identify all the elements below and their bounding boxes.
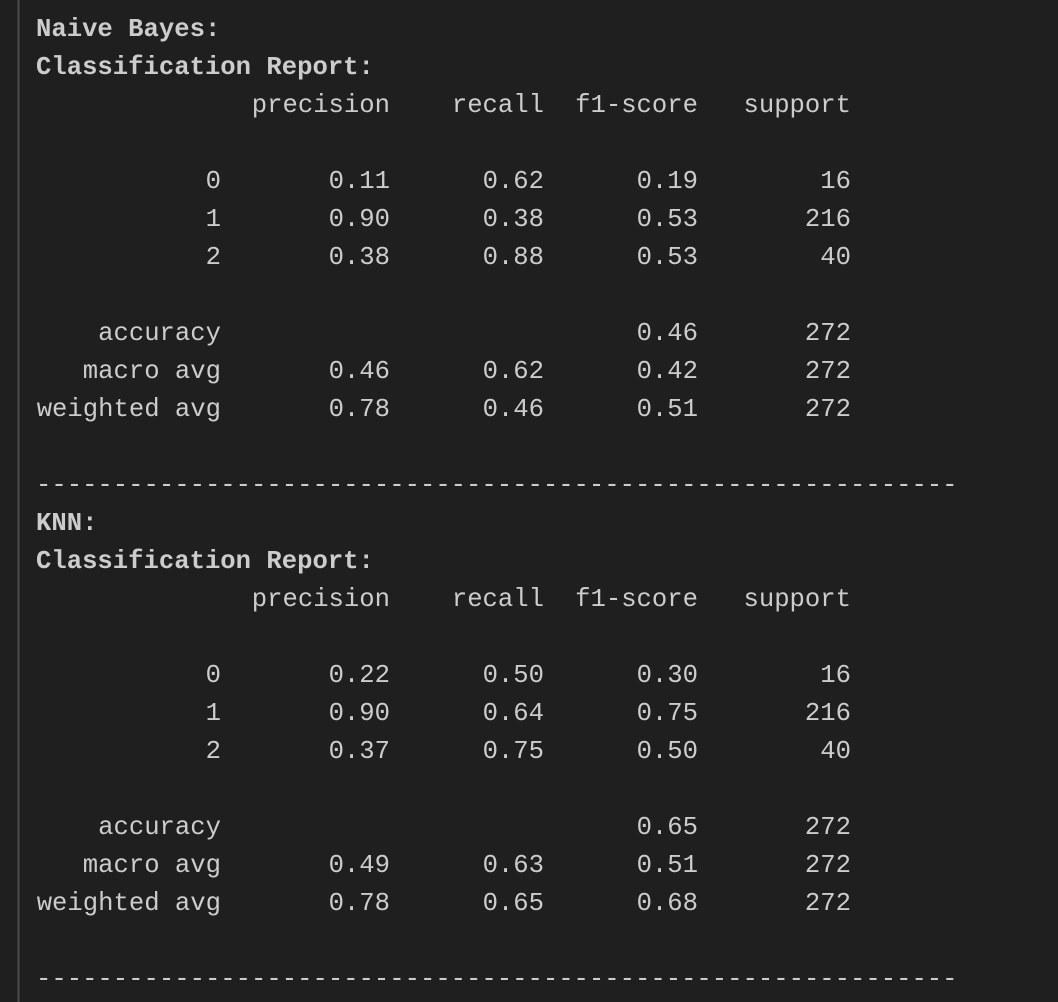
separator: ----------------------------------------… <box>36 965 958 994</box>
cell-value: 272 <box>805 319 851 348</box>
row-label: 2 <box>206 243 221 272</box>
cell-value: 0.64 <box>483 699 544 728</box>
cell-value: 0.51 <box>637 851 698 880</box>
cell-value: 272 <box>805 889 851 918</box>
cell-value: 0.50 <box>483 661 544 690</box>
cell-value: 0.68 <box>637 889 698 918</box>
separator: ----------------------------------------… <box>36 471 958 500</box>
cell-value: 0.62 <box>483 167 544 196</box>
cell-value: 0.88 <box>483 243 544 272</box>
cell-value: 0.65 <box>637 813 698 842</box>
model-title: KNN: <box>36 509 97 538</box>
cell-value: 0.90 <box>329 699 390 728</box>
cell-value: 272 <box>805 813 851 842</box>
cell-value: 0.51 <box>637 395 698 424</box>
column-header: recall <box>452 585 544 614</box>
cell-value: 0.53 <box>637 205 698 234</box>
model-title: Naive Bayes: <box>36 15 220 44</box>
cell-value: 0.19 <box>637 167 698 196</box>
row-label: macro avg <box>83 357 221 386</box>
cell-value: 0.42 <box>637 357 698 386</box>
report-heading: Classification Report: <box>36 547 374 576</box>
row-label: 0 <box>206 167 221 196</box>
row-label: 1 <box>206 699 221 728</box>
column-header: f1-score <box>575 585 698 614</box>
cell-value: 0.65 <box>483 889 544 918</box>
row-label: accuracy <box>98 319 221 348</box>
cell-value: 0.22 <box>329 661 390 690</box>
cell-value: 272 <box>805 395 851 424</box>
report-heading: Classification Report: <box>36 53 374 82</box>
cell-value: 0.90 <box>329 205 390 234</box>
cell-value: 0.46 <box>637 319 698 348</box>
cell-value: 0.78 <box>329 889 390 918</box>
column-header: precision <box>252 585 390 614</box>
cell-value: 0.37 <box>329 737 390 766</box>
row-label: 2 <box>206 737 221 766</box>
cell-value: 0.53 <box>637 243 698 272</box>
cell-value: 40 <box>820 737 851 766</box>
row-label: accuracy <box>98 813 221 842</box>
cell-value: 0.11 <box>329 167 390 196</box>
cell-value: 0.62 <box>483 357 544 386</box>
row-label: macro avg <box>83 851 221 880</box>
column-header: f1-score <box>575 91 698 120</box>
cell-value: 16 <box>820 167 851 196</box>
cell-value: 272 <box>805 851 851 880</box>
cell-value: 0.78 <box>329 395 390 424</box>
column-header: recall <box>452 91 544 120</box>
row-label: weighted avg <box>37 395 221 424</box>
cell-value: 0.49 <box>329 851 390 880</box>
column-header: precision <box>252 91 390 120</box>
cell-value: 0.75 <box>637 699 698 728</box>
cell-value: 0.46 <box>329 357 390 386</box>
cell-value: 16 <box>820 661 851 690</box>
cell-value: 0.30 <box>637 661 698 690</box>
cell-value: 0.75 <box>483 737 544 766</box>
column-header: support <box>743 585 851 614</box>
cell-value: 0.38 <box>329 243 390 272</box>
cell-value: 0.38 <box>483 205 544 234</box>
column-header: support <box>743 91 851 120</box>
row-label: weighted avg <box>37 889 221 918</box>
cell-value: 216 <box>805 205 851 234</box>
row-label: 0 <box>206 661 221 690</box>
cell-value: 0.46 <box>483 395 544 424</box>
row-label: 1 <box>206 205 221 234</box>
cell-value: 216 <box>805 699 851 728</box>
cell-value: 272 <box>805 357 851 386</box>
cell-value: 40 <box>820 243 851 272</box>
cell-value: 0.63 <box>483 851 544 880</box>
cell-value: 0.50 <box>637 737 698 766</box>
